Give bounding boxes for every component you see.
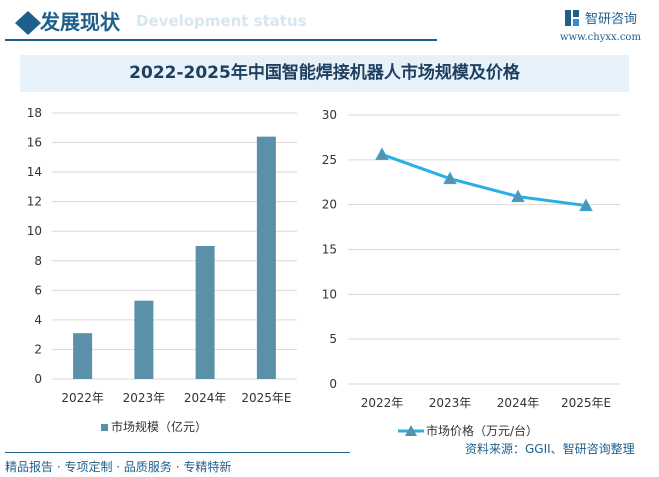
data-point: [375, 147, 389, 160]
x-tick-label: 2023年: [123, 391, 166, 405]
y-tick-label: 20: [322, 198, 337, 212]
series-line: [381, 153, 587, 208]
diamond-icon: [15, 11, 41, 35]
y-tick-label: 25: [322, 153, 337, 167]
y-tick-label: 10: [322, 287, 337, 301]
header-divider: [5, 39, 437, 41]
y-tick-label: 4: [34, 313, 42, 327]
x-tick-label: 2024年: [497, 396, 540, 410]
chart-area: 0 2 4 6 8 10 12 14 16 18 2022年 2023年 2024年 2025年E 市场规模…: [27, 106, 620, 438]
bar: [134, 300, 154, 379]
legend-marker: [405, 425, 417, 436]
logo-text: 智研咨询: [585, 12, 638, 27]
source-note: 资料来源：GGII、智研咨询整理: [465, 442, 635, 456]
legend-label: 市场价格（万元/台）: [426, 423, 538, 438]
data-point: [511, 189, 525, 203]
bar: [73, 333, 93, 379]
y-tick-label: 2: [34, 342, 42, 356]
chart-title: 2022-2025年中国智能焊接机器人市场规模及价格: [20, 55, 629, 92]
data-point: [443, 171, 457, 185]
y-tick-label: 10: [27, 224, 42, 238]
logo-url: www.chyxx.com: [560, 32, 641, 43]
bar: [195, 246, 215, 379]
x-tick-label: 2025年E: [241, 391, 291, 405]
x-tick-label: 2023年: [429, 396, 472, 410]
y-tick-label: 12: [27, 195, 42, 209]
footer-slogan: 精品报告 · 专项定制 · 品质服务 · 专精特新: [5, 460, 232, 474]
logo-icon: [565, 10, 579, 26]
x-tick-label: 2022年: [61, 391, 104, 405]
header-subtitle: Development status: [136, 12, 307, 30]
y-tick-label: 0: [329, 377, 337, 391]
y-tick-label: 16: [27, 136, 42, 150]
y-tick-label: 18: [27, 106, 42, 120]
y-tick-label: 0: [34, 372, 42, 386]
data-point: [579, 198, 593, 212]
footer-divider: [5, 452, 350, 453]
bar: [256, 136, 276, 379]
x-tick-label: 2025年E: [561, 396, 611, 410]
y-tick-label: 30: [322, 108, 337, 122]
legend-swatch: [101, 424, 108, 431]
header-title: 发展现状: [40, 10, 120, 34]
y-tick-label: 15: [322, 243, 337, 257]
y-tick-label: 5: [329, 332, 337, 346]
legend-label: 市场规模（亿元）: [111, 419, 207, 434]
x-tick-label: 2022年: [361, 396, 404, 410]
x-tick-label: 2024年: [184, 391, 227, 405]
y-tick-label: 14: [27, 165, 42, 179]
y-tick-label: 6: [34, 283, 42, 297]
y-tick-label: 8: [34, 254, 42, 268]
